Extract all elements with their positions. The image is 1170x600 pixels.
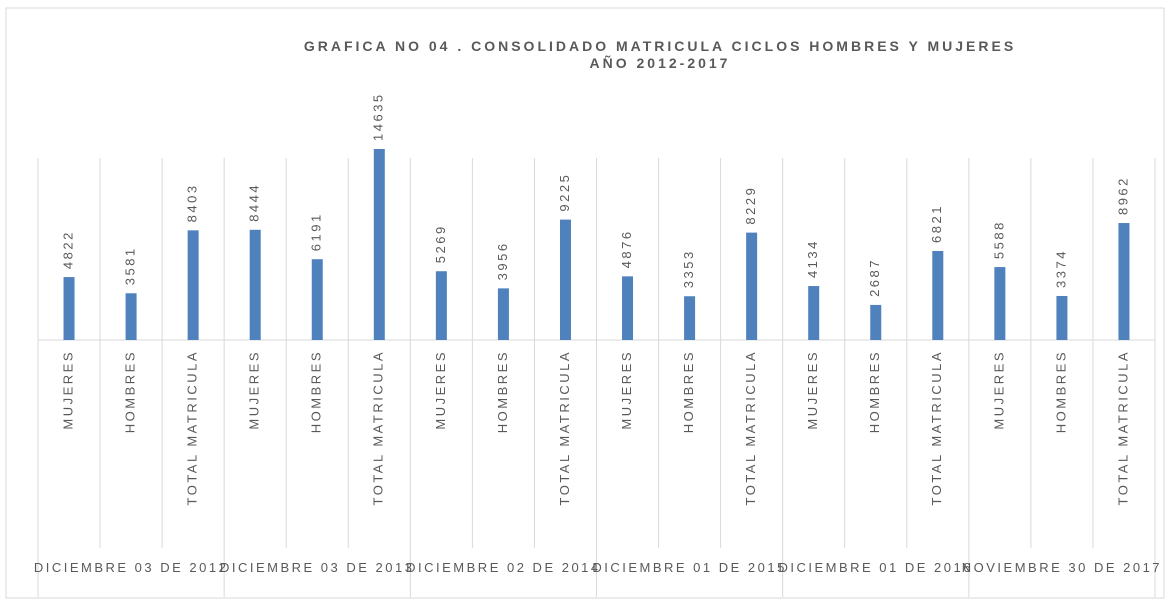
category-label: MUJERES — [991, 350, 1006, 430]
category-label: TOTAL MATRICULA — [1115, 350, 1130, 505]
bar — [622, 276, 634, 340]
chart-title: GRAFICA NO 04 . CONSOLIDADO MATRICULA CI… — [303, 38, 1017, 71]
value-label: 3581 — [123, 246, 138, 285]
value-label: 6821 — [929, 204, 944, 243]
category-label: TOTAL MATRICULA — [371, 350, 386, 505]
value-label: 8229 — [743, 186, 758, 225]
value-label: 5269 — [433, 224, 448, 263]
bar — [994, 267, 1006, 340]
category-label: MUJERES — [60, 350, 75, 430]
category-label: MUJERES — [433, 350, 448, 430]
group-label: DICIEMBRE 02 DE 2014 — [406, 560, 601, 575]
category-label: TOTAL MATRICULA — [557, 350, 572, 505]
value-label: 3374 — [1053, 249, 1068, 288]
bar — [1118, 223, 1130, 340]
chart-border — [5, 7, 1165, 599]
bar — [373, 149, 385, 340]
bar — [932, 250, 944, 340]
category-label: MUJERES — [247, 350, 262, 430]
value-label: 6191 — [309, 212, 324, 251]
bar — [870, 304, 882, 340]
value-label: 2687 — [867, 258, 882, 297]
category-label: HOMBRES — [123, 350, 138, 433]
bar — [497, 288, 509, 340]
bar — [187, 230, 199, 340]
category-label: TOTAL MATRICULA — [185, 350, 200, 505]
bar — [311, 259, 323, 340]
category-label: HOMBRES — [681, 350, 696, 433]
category-label: HOMBRES — [309, 350, 324, 433]
category-label: MUJERES — [619, 350, 634, 430]
group-label: DICIEMBRE 01 DE 2015 — [592, 560, 787, 575]
value-label: 14635 — [371, 92, 386, 141]
value-label: 9225 — [557, 173, 572, 212]
group-label: NOVIEMBRE 30 DE 2017 — [961, 560, 1163, 575]
bar — [808, 286, 820, 340]
value-label: 8962 — [1115, 176, 1130, 215]
group-label: DICIEMBRE 03 DE 2013 — [219, 560, 415, 575]
value-label: 8403 — [185, 183, 200, 222]
value-label: 3956 — [495, 241, 510, 280]
bar — [63, 277, 75, 340]
group-label: DICIEMBRE 01 DE 2016 — [778, 560, 973, 575]
bar — [746, 232, 758, 340]
category-label: HOMBRES — [867, 350, 882, 433]
value-label: 4822 — [60, 230, 75, 269]
category-label: TOTAL MATRICULA — [929, 350, 944, 505]
value-label: 5588 — [991, 220, 1006, 259]
group-label: DICIEMBRE 03 DE 2012 — [33, 560, 229, 575]
value-label: 8444 — [247, 183, 262, 222]
bar — [559, 219, 571, 340]
bar — [249, 229, 261, 340]
bar — [684, 296, 696, 340]
value-label: 4134 — [805, 239, 820, 278]
bar — [1056, 295, 1068, 340]
bar — [435, 271, 447, 340]
bar — [125, 293, 137, 340]
category-label: HOMBRES — [1053, 350, 1068, 433]
value-label: 3353 — [681, 249, 696, 288]
category-label: HOMBRES — [495, 350, 510, 433]
category-label: MUJERES — [805, 350, 820, 430]
category-label: TOTAL MATRICULA — [743, 350, 758, 505]
value-label: 4876 — [619, 229, 634, 268]
